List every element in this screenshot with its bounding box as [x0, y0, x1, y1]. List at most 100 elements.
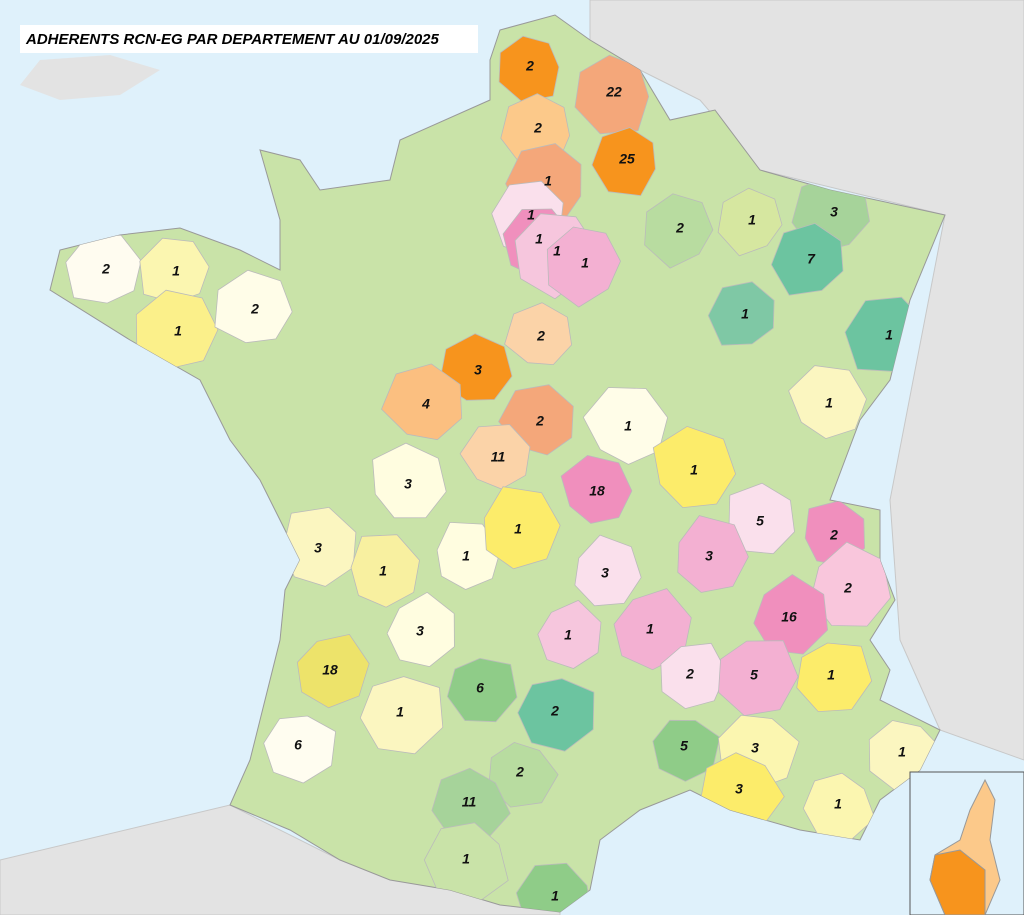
department [214, 269, 293, 344]
department-count: 2 [535, 413, 544, 429]
department-count: 1 [748, 212, 756, 228]
department [350, 534, 420, 608]
department-count: 3 [416, 623, 424, 639]
department-count: 3 [830, 204, 838, 220]
department [591, 127, 656, 197]
department-count: 4 [421, 396, 430, 412]
department-count: 1 [741, 306, 749, 322]
department-count: 1 [553, 243, 561, 259]
department-count: 11 [491, 449, 506, 465]
department [459, 424, 531, 490]
department-count: 2 [533, 120, 542, 136]
department [546, 226, 621, 308]
department-count: 1 [174, 323, 182, 339]
department [517, 678, 595, 752]
department [560, 454, 633, 524]
department-count: 1 [581, 255, 589, 271]
department-count: 1 [462, 851, 470, 867]
department [135, 289, 219, 369]
department-count: 1 [379, 563, 387, 579]
corsica-south [929, 849, 986, 915]
title-box [20, 25, 478, 53]
department-count: 1 [564, 627, 572, 643]
department-count: 2 [685, 666, 694, 682]
department [652, 425, 737, 509]
england [20, 55, 160, 100]
department [574, 54, 650, 135]
department-count: 3 [474, 362, 482, 378]
department-count: 2 [525, 58, 534, 74]
department-count: 2 [550, 703, 559, 719]
department-count: 2 [515, 764, 524, 780]
department-count: 5 [750, 667, 758, 683]
department-count: 6 [476, 680, 484, 696]
department [644, 193, 714, 269]
department-count: 2 [843, 580, 852, 596]
department [753, 574, 829, 655]
department-count: 1 [514, 521, 522, 537]
department-count: 2 [536, 328, 545, 344]
department-count: 1 [624, 418, 632, 434]
department-count: 5 [680, 738, 688, 754]
department-count: 1 [646, 621, 654, 637]
department [613, 588, 692, 671]
department [707, 281, 775, 346]
department [436, 521, 502, 590]
department-count: 1 [898, 744, 906, 760]
department [574, 534, 642, 607]
department-count: 25 [618, 151, 635, 167]
department [446, 657, 518, 723]
department [65, 234, 142, 304]
map-title: ADHERENTS RCN-EG PAR DEPARTEMENT AU 01/0… [25, 31, 440, 48]
departments [65, 35, 944, 912]
department-count: 3 [601, 565, 609, 581]
department-count: 3 [735, 781, 743, 797]
department-count: 1 [462, 548, 470, 564]
department [504, 302, 573, 366]
department [788, 365, 867, 440]
department-count: 2 [829, 527, 838, 543]
department [386, 591, 455, 668]
department [582, 387, 669, 465]
department-count: 1 [527, 207, 535, 223]
department [498, 35, 560, 103]
department-count: 3 [404, 476, 412, 492]
department [488, 741, 559, 808]
department-count: 1 [396, 704, 404, 720]
department-count: 1 [172, 263, 180, 279]
department-count: 3 [751, 740, 759, 756]
department-count: 6 [294, 737, 302, 753]
department-count: 11 [462, 794, 477, 810]
department [263, 715, 337, 784]
department-count: 3 [314, 540, 322, 556]
department [717, 187, 783, 257]
department-count: 18 [589, 483, 605, 499]
department-count: 1 [827, 667, 835, 683]
department-count: 1 [544, 173, 552, 189]
department-count: 22 [605, 84, 622, 100]
department [796, 642, 873, 713]
department-count: 18 [322, 662, 338, 678]
department-count: 1 [834, 796, 842, 812]
department [770, 222, 844, 296]
department-count: 3 [705, 548, 713, 564]
department-count: 1 [551, 888, 559, 904]
department [381, 363, 463, 441]
department-count: 16 [781, 609, 797, 625]
department-count: 2 [101, 261, 110, 277]
department [359, 676, 444, 755]
department [718, 640, 799, 717]
department [537, 599, 602, 669]
department-count: 1 [825, 395, 833, 411]
department [677, 515, 749, 593]
department-count: 1 [885, 327, 893, 343]
department-count: 2 [250, 301, 259, 317]
department-count: 2 [675, 220, 684, 236]
department [372, 442, 447, 519]
department-count: 1 [535, 231, 543, 247]
department [296, 633, 370, 709]
department [515, 862, 593, 912]
department-count: 5 [756, 513, 764, 529]
